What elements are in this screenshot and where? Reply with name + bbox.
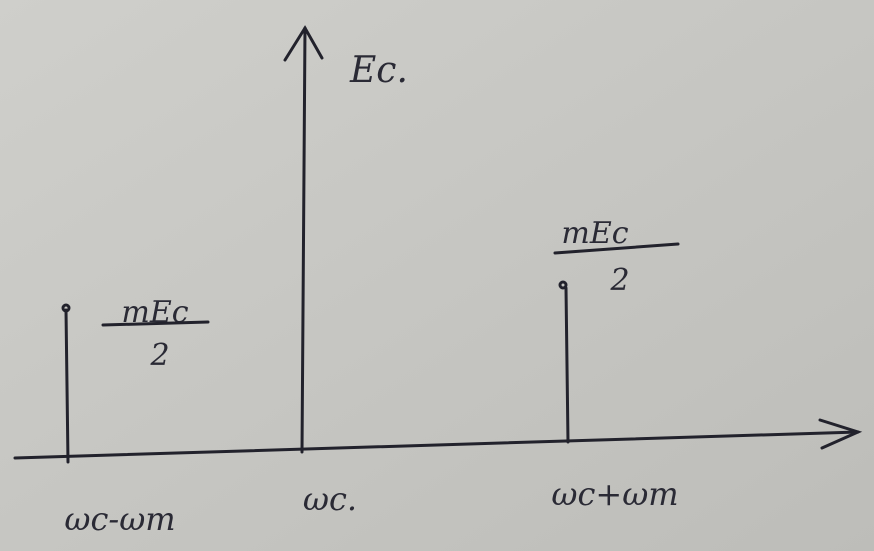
sideband-numerator: mEc bbox=[561, 216, 628, 251]
axis-label: ωc-ωm bbox=[64, 500, 175, 538]
paper bbox=[0, 0, 874, 551]
upper-sideband-line bbox=[566, 288, 568, 442]
sideband-denominator: 2 bbox=[609, 263, 629, 298]
carrier-label: Ec. bbox=[349, 50, 408, 91]
lower-sideband-line bbox=[66, 310, 68, 462]
diagram: Ec. mEc 2 mEc 2 ωc-ωm ωc. ωc+ωm bbox=[0, 0, 874, 551]
axis-label: ωc. bbox=[303, 480, 357, 518]
sideband-denominator: 2 bbox=[149, 338, 169, 373]
axis-label: ωc+ωm bbox=[551, 475, 678, 513]
